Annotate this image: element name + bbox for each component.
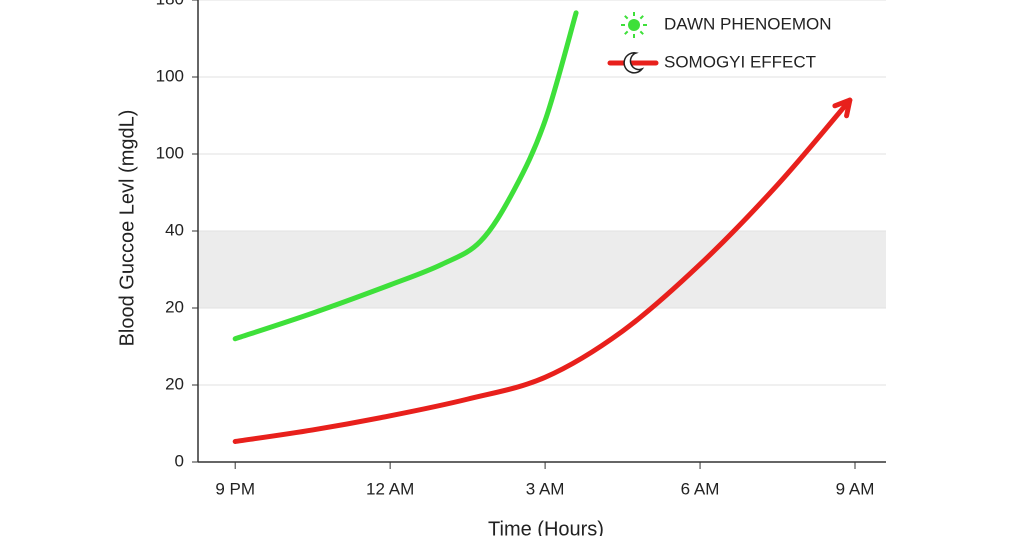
y-tick-label: 100 [156,66,184,85]
x-tick-label: 9 PM [215,479,255,498]
arrow-head [832,97,853,119]
legend-icon-ray [639,15,644,20]
x-tick-label: 9 AM [836,479,875,498]
y-axis-label: Blood Guccoe Levl (mgdL) [116,110,138,347]
series-line [232,97,853,444]
legend-icon-ray [624,15,629,20]
series-line [232,10,579,342]
y-tick-label: 180 [156,0,184,8]
y-tick-label: 20 [165,374,184,393]
y-tick-label: 0 [175,451,184,470]
x-tick-label: 6 AM [681,479,720,498]
legend-icon [623,52,645,74]
legend-label: DAWN PHENOEMON [664,14,832,33]
x-tick-label: 3 AM [526,479,565,498]
legend-icon-ray [624,30,629,35]
shaded-band [198,231,886,308]
legend-icon [628,19,640,31]
legend-label: SOMOGYI EFFECT [664,52,816,71]
y-tick-label: 40 [165,220,184,239]
x-axis-label: Time (Hours) [488,518,604,536]
legend-item: SOMOGYI EFFECT [607,52,816,74]
y-tick-label: 20 [165,297,184,316]
y-tick-label: 100 [156,143,184,162]
legend-item: DAWN PHENOEMON [621,12,832,38]
x-tick-label: 12 AM [366,479,414,498]
legend-icon-ray [639,30,644,35]
